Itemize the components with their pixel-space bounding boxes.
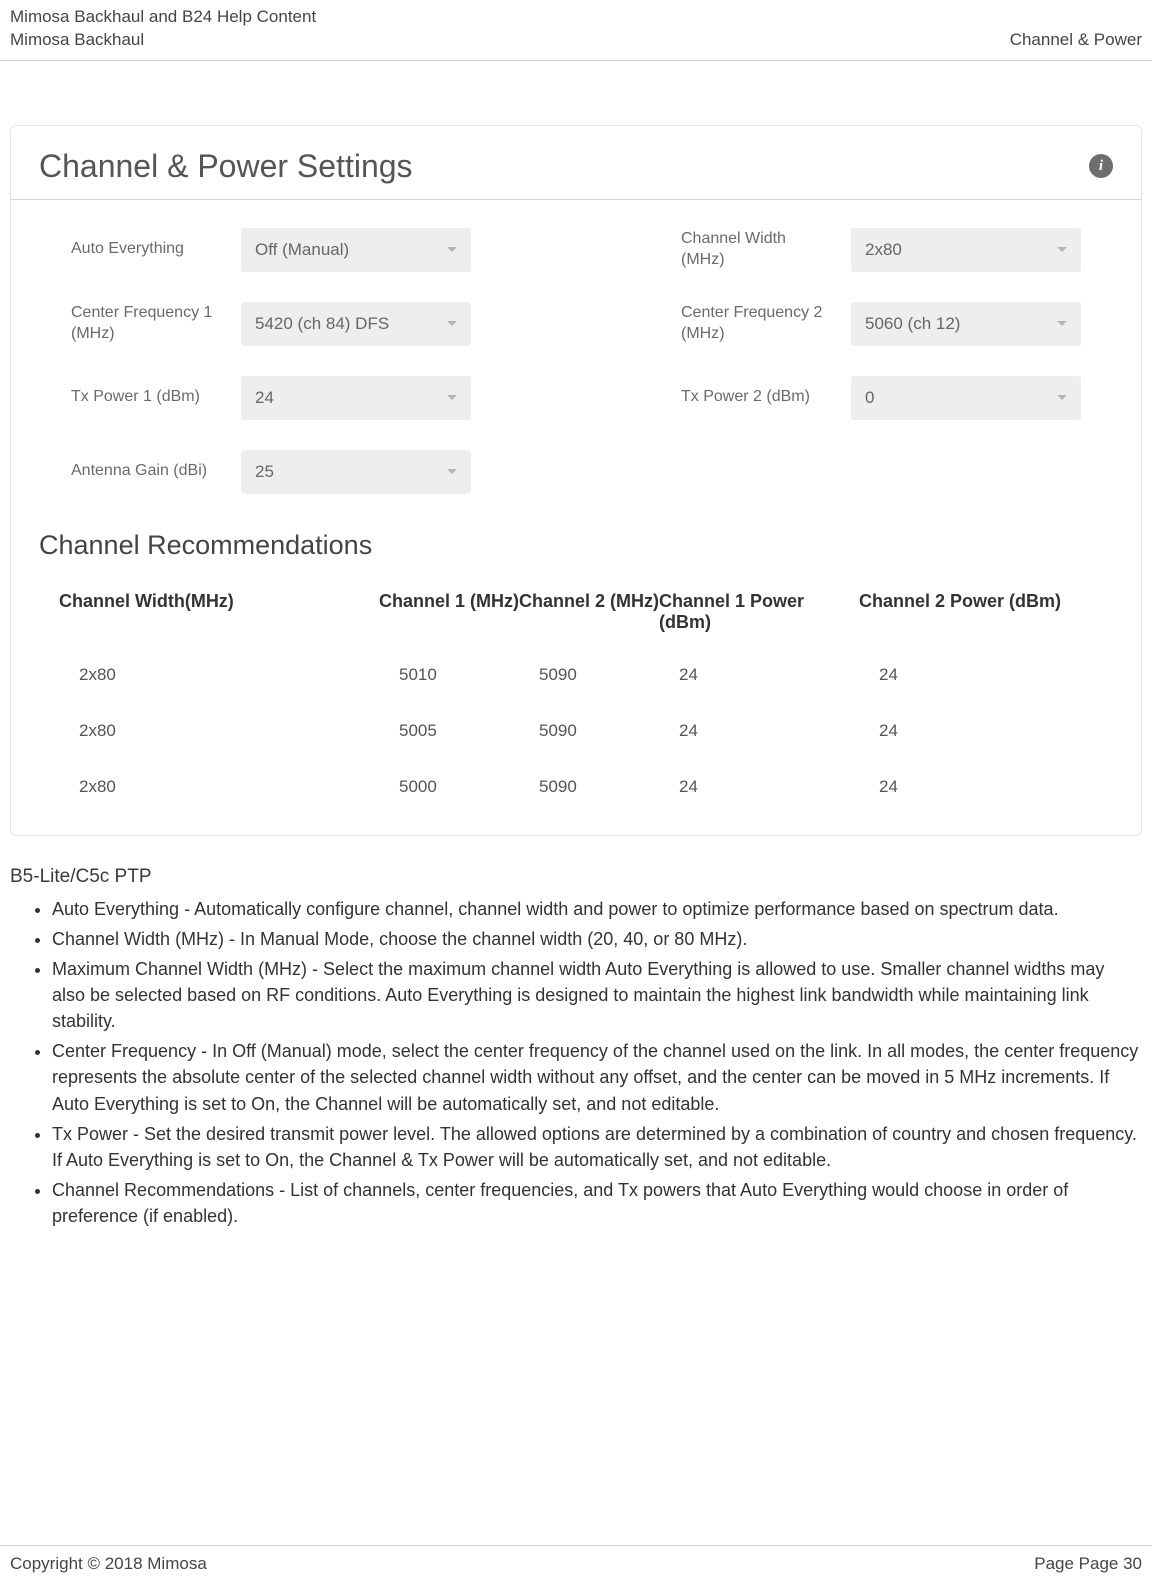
select-center-freq-1-value: 5420 (ch 84) DFS	[255, 314, 389, 334]
cell: 5090	[539, 665, 679, 685]
select-auto-everything-value: Off (Manual)	[255, 240, 349, 260]
col-header: Channel 1 Power (dBm)	[659, 591, 859, 633]
col-header: Channel Width(MHz)	[59, 591, 379, 612]
select-center-freq-2-value: 5060 (ch 12)	[865, 314, 960, 334]
col-header: Channel 2 Power (dBm)	[859, 591, 1099, 612]
col-header: Channel 2 (MHz)	[519, 591, 659, 612]
select-auto-everything[interactable]: Off (Manual)	[241, 228, 471, 272]
select-tx-power-1-value: 24	[255, 388, 274, 408]
list-item: Tx Power - Set the desired transmit powe…	[52, 1121, 1142, 1173]
cell: 2x80	[79, 721, 399, 741]
label-antenna-gain: Antenna Gain (dBi)	[71, 461, 221, 482]
cell: 24	[879, 721, 1099, 741]
table-row: 2x80 5005 5090 24 24	[49, 703, 1109, 759]
header-left: Mimosa Backhaul and B24 Help Content Mim…	[10, 6, 316, 52]
select-center-freq-1[interactable]: 5420 (ch 84) DFS	[241, 302, 471, 346]
table-header-row: Channel Width(MHz) Channel 1 (MHz) Chann…	[49, 577, 1109, 647]
list-item: Auto Everything - Automatically configur…	[52, 896, 1142, 922]
cell: 5005	[399, 721, 539, 741]
select-channel-width-value: 2x80	[865, 240, 902, 260]
cell: 5000	[399, 777, 539, 797]
cell: 24	[879, 777, 1099, 797]
recommendations-heading: Channel Recommendations	[11, 502, 1141, 571]
chevron-down-icon	[447, 321, 457, 326]
chevron-down-icon	[447, 395, 457, 400]
cell: 24	[679, 721, 879, 741]
table-row: 2x80 5000 5090 24 24	[49, 759, 1109, 815]
footer-page-number: Page Page 30	[1034, 1554, 1142, 1574]
panel-title: Channel & Power Settings	[39, 148, 413, 185]
cell: 2x80	[79, 665, 399, 685]
label-center-freq-2: Center Frequency 2 (MHz)	[681, 303, 831, 345]
label-tx-power-2: Tx Power 2 (dBm)	[681, 387, 831, 408]
settings-form: Auto Everything Off (Manual) Channel Wid…	[11, 200, 1141, 502]
list-item: Center Frequency - In Off (Manual) mode,…	[52, 1038, 1142, 1116]
select-antenna-gain-value: 25	[255, 462, 274, 482]
list-item: Channel Width (MHz) - In Manual Mode, ch…	[52, 926, 1142, 952]
cell: 2x80	[79, 777, 399, 797]
select-center-freq-2[interactable]: 5060 (ch 12)	[851, 302, 1081, 346]
cell: 5010	[399, 665, 539, 685]
chevron-down-icon	[447, 247, 457, 252]
panel-title-row: Channel & Power Settings i	[11, 126, 1141, 200]
cell: 5090	[539, 721, 679, 741]
select-tx-power-2-value: 0	[865, 388, 874, 408]
select-antenna-gain[interactable]: 25	[241, 450, 471, 494]
page-content: Channel & Power Settings i Auto Everythi…	[0, 61, 1152, 1229]
header-line1: Mimosa Backhaul and B24 Help Content	[10, 6, 316, 29]
select-tx-power-1[interactable]: 24	[241, 376, 471, 420]
select-tx-power-2[interactable]: 0	[851, 376, 1081, 420]
chevron-down-icon	[1057, 395, 1067, 400]
bullet-list: Auto Everything - Automatically configur…	[10, 896, 1142, 1229]
col-header: Channel 1 (MHz)	[379, 591, 519, 612]
table-row: 2x80 5010 5090 24 24	[49, 647, 1109, 703]
header-line2: Mimosa Backhaul	[10, 29, 316, 52]
cell: 24	[879, 665, 1099, 685]
page-footer: Copyright © 2018 Mimosa Page Page 30	[0, 1545, 1152, 1580]
page-header: Mimosa Backhaul and B24 Help Content Mim…	[0, 0, 1152, 61]
label-auto-everything: Auto Everything	[71, 239, 221, 260]
chevron-down-icon	[447, 469, 457, 474]
list-item: Maximum Channel Width (MHz) - Select the…	[52, 956, 1142, 1034]
cell: 5090	[539, 777, 679, 797]
chevron-down-icon	[1057, 247, 1067, 252]
list-item: Channel Recommendations - List of channe…	[52, 1177, 1142, 1229]
cell: 24	[679, 777, 879, 797]
footer-copyright: Copyright © 2018 Mimosa	[10, 1554, 207, 1574]
label-tx-power-1: Tx Power 1 (dBm)	[71, 387, 221, 408]
section-heading: B5-Lite/C5c PTP	[10, 866, 1142, 888]
chevron-down-icon	[1057, 321, 1067, 326]
select-channel-width[interactable]: 2x80	[851, 228, 1081, 272]
recommendations-table: Channel Width(MHz) Channel 1 (MHz) Chann…	[11, 571, 1141, 815]
label-channel-width: Channel Width (MHz)	[681, 229, 831, 271]
info-icon[interactable]: i	[1089, 154, 1113, 178]
header-right: Channel & Power	[1010, 29, 1142, 52]
channel-power-panel: Channel & Power Settings i Auto Everythi…	[10, 125, 1142, 836]
cell: 24	[679, 665, 879, 685]
label-center-freq-1: Center Frequency 1 (MHz)	[71, 303, 221, 345]
